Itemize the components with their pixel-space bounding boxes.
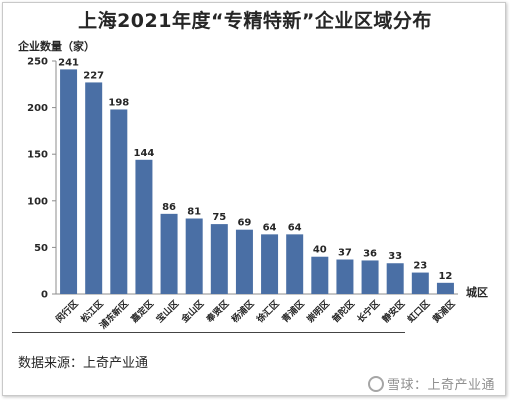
y-tick-label: 0 xyxy=(41,290,48,301)
bar xyxy=(411,272,429,294)
data-label: 23 xyxy=(413,261,427,272)
data-label: 75 xyxy=(212,212,226,223)
category-label: 黄浦区 xyxy=(430,298,458,326)
data-label: 64 xyxy=(288,222,302,233)
bar xyxy=(110,109,128,295)
watermark: 雪球：上奇产业通 xyxy=(368,374,495,393)
category-label: 普陀区 xyxy=(329,298,357,326)
category-label: 虹口区 xyxy=(405,298,433,326)
bar xyxy=(235,229,253,294)
bar xyxy=(286,234,304,294)
bar xyxy=(336,259,354,294)
y-axis-label: 企业数量（家） xyxy=(18,40,95,53)
bar xyxy=(311,256,329,294)
bar xyxy=(361,260,379,294)
bar xyxy=(135,159,153,294)
category-label: 宝山区 xyxy=(154,298,182,326)
y-tick-label: 150 xyxy=(27,150,48,161)
bar xyxy=(85,82,103,294)
bar xyxy=(386,263,404,294)
data-label: 33 xyxy=(388,251,402,262)
snowball-logo-icon xyxy=(368,376,384,392)
category-label: 奉贤区 xyxy=(203,298,231,326)
y-tick-label: 50 xyxy=(34,243,48,254)
bar xyxy=(436,282,454,294)
data-label: 81 xyxy=(187,207,201,218)
category-label: 长宁区 xyxy=(355,298,383,326)
category-label: 崇明区 xyxy=(304,298,332,326)
bar xyxy=(60,69,78,294)
category-label: 静安区 xyxy=(380,298,408,326)
category-label: 杨浦区 xyxy=(229,298,257,326)
data-label: 69 xyxy=(237,218,251,229)
watermark-text: 雪球：上奇产业通 xyxy=(387,378,496,393)
y-tick-label: 250 xyxy=(27,57,48,68)
data-label: 227 xyxy=(83,70,104,81)
category-label: 徐汇区 xyxy=(253,298,281,326)
data-label: 241 xyxy=(58,57,79,68)
data-label: 64 xyxy=(263,222,277,233)
bar xyxy=(160,213,178,294)
footer-divider xyxy=(12,332,405,333)
y-tick-label: 200 xyxy=(27,103,48,114)
category-label: 嘉定区 xyxy=(128,298,156,326)
category-label: 金山区 xyxy=(178,298,206,326)
bar xyxy=(210,224,228,294)
data-label: 36 xyxy=(363,248,377,259)
data-label: 86 xyxy=(162,202,176,213)
data-source: 数据来源：上奇产业通 xyxy=(18,356,149,371)
data-label: 37 xyxy=(338,248,352,259)
y-tick-label: 100 xyxy=(27,196,48,207)
x-axis-label: 城区 xyxy=(466,286,488,299)
data-label: 12 xyxy=(438,271,452,282)
category-label: 青浦区 xyxy=(279,298,307,326)
bar xyxy=(185,218,203,294)
bar xyxy=(261,234,279,294)
data-label: 198 xyxy=(108,97,129,108)
chart-title: 上海2021年度“专精特新”企业区域分布 xyxy=(78,10,432,32)
data-label: 40 xyxy=(313,245,327,256)
data-label: 144 xyxy=(134,148,155,159)
category-label: 闵行区 xyxy=(53,298,81,326)
